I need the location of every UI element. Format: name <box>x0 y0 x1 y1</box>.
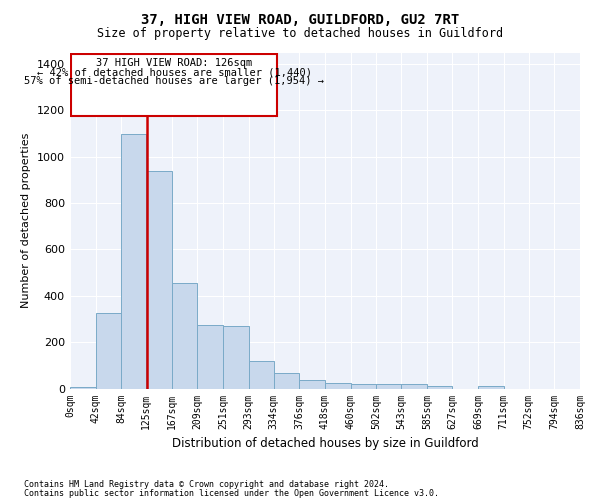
Text: ← 42% of detached houses are smaller (1,440): ← 42% of detached houses are smaller (1,… <box>37 67 312 77</box>
Bar <box>248 360 274 388</box>
Text: 37 HIGH VIEW ROAD: 126sqm: 37 HIGH VIEW ROAD: 126sqm <box>96 58 253 68</box>
Bar <box>223 326 248 388</box>
Text: Size of property relative to detached houses in Guildford: Size of property relative to detached ho… <box>97 28 503 40</box>
Text: 37, HIGH VIEW ROAD, GUILDFORD, GU2 7RT: 37, HIGH VIEW ROAD, GUILDFORD, GU2 7RT <box>141 12 459 26</box>
Bar <box>478 386 504 388</box>
Bar <box>95 313 121 388</box>
Bar <box>121 134 146 388</box>
Bar <box>401 384 427 388</box>
Bar <box>71 54 277 116</box>
Bar <box>350 384 376 388</box>
Bar <box>274 374 299 388</box>
Bar <box>376 384 401 388</box>
X-axis label: Distribution of detached houses by size in Guildford: Distribution of detached houses by size … <box>172 437 478 450</box>
Bar <box>146 170 172 388</box>
Text: 57% of semi-detached houses are larger (1,954) →: 57% of semi-detached houses are larger (… <box>24 76 324 86</box>
Bar <box>325 383 350 388</box>
Text: Contains public sector information licensed under the Open Government Licence v3: Contains public sector information licen… <box>24 489 439 498</box>
Y-axis label: Number of detached properties: Number of detached properties <box>22 133 31 308</box>
Bar <box>427 386 452 388</box>
Bar <box>299 380 325 388</box>
Text: Contains HM Land Registry data © Crown copyright and database right 2024.: Contains HM Land Registry data © Crown c… <box>24 480 389 489</box>
Bar <box>172 283 197 389</box>
Bar <box>70 386 95 388</box>
Bar <box>197 325 223 388</box>
